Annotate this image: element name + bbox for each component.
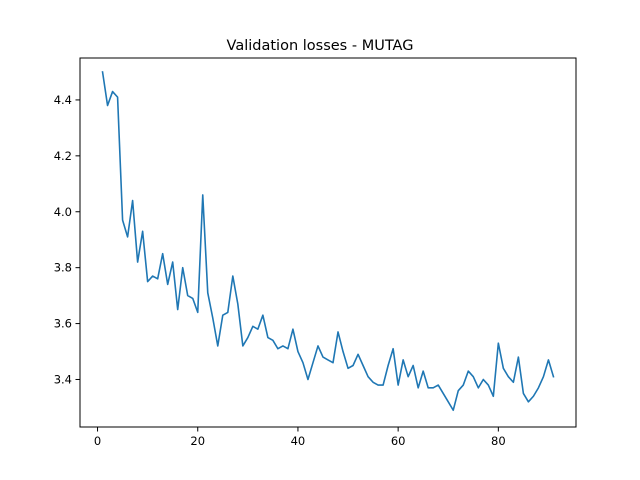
y-axis-ticks: 3.4 3.6 3.8 4.0 4.2 4.4 [54, 93, 80, 386]
x-tick-label: 20 [190, 434, 205, 448]
x-axis-ticks: 0 20 40 60 80 [94, 427, 506, 448]
y-tick-label: 3.8 [54, 261, 72, 275]
plot-layer [101, 71, 555, 412]
x-tick-label: 80 [491, 434, 506, 448]
x-tick-label: 60 [391, 434, 406, 448]
x-tick-label: 0 [94, 434, 101, 448]
x-tick-label: 40 [291, 434, 306, 448]
axes-frame [79, 57, 577, 428]
y-tick-label: 4.2 [54, 149, 72, 163]
y-tick-label: 3.6 [54, 317, 72, 331]
chart-title: Validation losses - MUTAG [227, 38, 414, 54]
series-line-0 [101, 71, 555, 412]
y-tick-label: 4.0 [54, 205, 72, 219]
y-tick-label: 3.4 [54, 372, 72, 386]
y-tick-label: 4.4 [54, 93, 72, 107]
